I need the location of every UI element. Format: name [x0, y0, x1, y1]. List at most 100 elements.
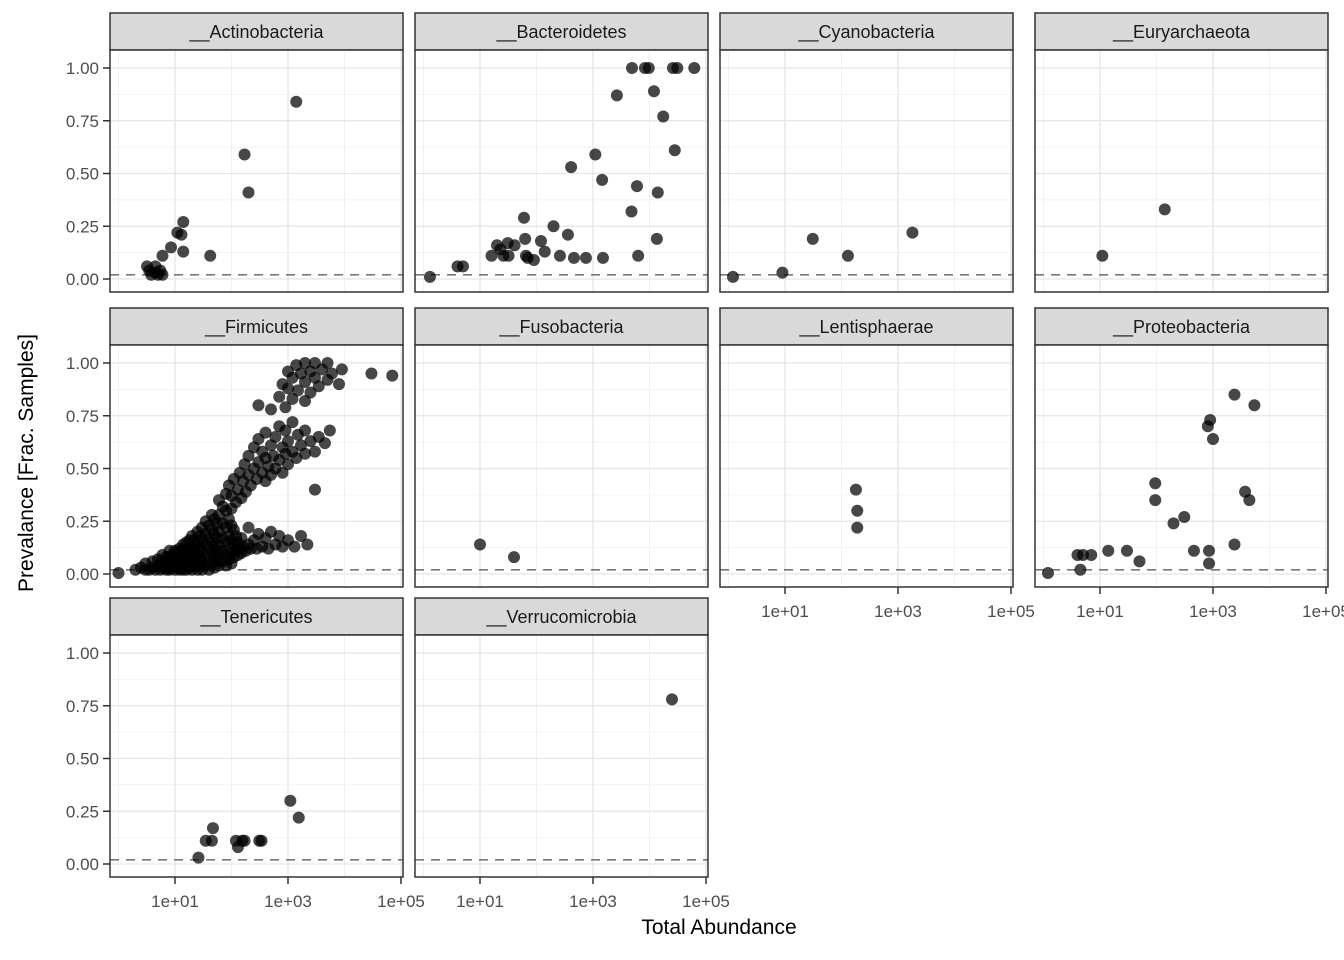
data-point: [632, 249, 645, 262]
data-point: [589, 148, 602, 161]
facet-panel-border: [414, 344, 709, 588]
data-point: [519, 232, 532, 245]
data-point: [205, 834, 218, 847]
data-point: [365, 367, 378, 380]
data-point: [292, 811, 305, 824]
y-axis-tick-label: 0.50: [66, 165, 99, 184]
data-point: [290, 95, 303, 108]
data-point: [295, 530, 308, 543]
data-point: [849, 483, 862, 496]
facet-strip-label: __Lentisphaerae: [798, 317, 933, 338]
data-point: [508, 551, 521, 564]
data-point: [288, 540, 301, 553]
data-point: [242, 186, 255, 199]
data-point: [625, 205, 638, 218]
data-point: [325, 367, 338, 380]
data-point: [567, 251, 580, 264]
data-point: [165, 241, 178, 254]
data-point: [175, 228, 188, 241]
x-axis-tick-label: 1e+05: [987, 602, 1035, 621]
facet-strip: [1034, 307, 1329, 346]
data-point: [668, 144, 681, 157]
facet-strip-label: __Verrucomicrobia: [485, 607, 637, 628]
facet-panel-border: [719, 344, 1014, 588]
x-axis-tick-label: 1e+01: [151, 892, 199, 911]
data-point: [1102, 544, 1115, 557]
data-point: [726, 270, 739, 283]
data-point: [1228, 538, 1241, 551]
y-axis-tick-label: 1.00: [66, 354, 99, 373]
data-point: [776, 266, 789, 279]
data-point: [688, 62, 701, 74]
data-point: [650, 232, 663, 245]
data-point: [508, 239, 521, 252]
data-point: [1204, 413, 1217, 426]
y-axis-tick-label: 0.00: [66, 855, 99, 874]
data-point: [647, 85, 660, 98]
facet-strip-label: __Firmicutes: [204, 317, 308, 338]
data-point: [301, 538, 314, 551]
data-point: [517, 211, 530, 224]
data-point: [333, 378, 346, 391]
data-point: [657, 110, 670, 123]
facet-panel-border: [109, 49, 404, 293]
data-point: [1149, 477, 1162, 490]
data-point: [547, 220, 560, 233]
data-point: [1041, 566, 1054, 579]
data-point: [321, 357, 334, 369]
x-axis-tick-label: 1e+05: [682, 892, 730, 911]
data-point: [851, 504, 864, 517]
data-point: [264, 403, 277, 416]
x-axis-tick-label: 1e+01: [1076, 602, 1124, 621]
y-axis-tick-label: 0.25: [66, 802, 99, 821]
y-axis-tick-label: 0.25: [66, 512, 99, 531]
data-point: [1096, 249, 1109, 262]
x-axis-tick-label: 1e+05: [1302, 602, 1344, 621]
data-point: [177, 216, 190, 229]
facet-panel: [415, 345, 708, 587]
x-axis-tick-label: 1e+03: [874, 602, 922, 621]
facet-strip-label: __Proteobacteria: [1112, 317, 1251, 338]
facet-panel: [1035, 50, 1328, 292]
data-point: [386, 369, 399, 382]
y-axis-title: Prevalance [Frac. Samples]: [15, 334, 38, 592]
facet-panel: [720, 345, 1013, 587]
facet-panel-border: [1034, 49, 1329, 293]
facet-panel-border: [1034, 344, 1329, 588]
data-point: [1203, 557, 1216, 570]
y-axis-tick-label: 0.75: [66, 407, 99, 426]
facet-strip: [109, 307, 404, 346]
data-point: [242, 521, 255, 534]
data-point: [651, 186, 664, 199]
data-point: [561, 228, 574, 241]
data-point: [1120, 544, 1133, 557]
data-point: [259, 426, 272, 439]
data-point: [1167, 517, 1180, 530]
data-point: [312, 380, 325, 393]
data-point: [527, 254, 540, 267]
y-axis-tick-label: 0.00: [66, 270, 99, 289]
facet-strip: [109, 12, 404, 51]
facet-strip: [719, 12, 1014, 51]
data-point: [474, 538, 486, 551]
facet-strip-label: __Bacteroidetes: [495, 22, 626, 43]
data-point: [596, 173, 609, 186]
facet-strip-label: __Euryarchaeota: [1112, 22, 1251, 43]
facet-strip: [1034, 12, 1329, 51]
facet-strip: [719, 307, 1014, 346]
y-axis-tick-label: 0.75: [66, 697, 99, 716]
facet-panel: [110, 50, 403, 292]
data-point: [177, 245, 190, 258]
facet-strip-label: __Tenericutes: [199, 607, 312, 628]
x-axis-tick-label: 1e+01: [456, 892, 504, 911]
data-point: [204, 249, 217, 262]
data-point: [282, 435, 294, 448]
y-axis-tick-label: 0.50: [66, 460, 99, 479]
facet-panel: [415, 635, 708, 877]
data-point: [851, 521, 864, 534]
data-point: [304, 386, 317, 399]
data-point: [1085, 549, 1098, 562]
data-point: [502, 249, 515, 262]
facet-strip-label: __Actinobacteria: [188, 22, 324, 43]
